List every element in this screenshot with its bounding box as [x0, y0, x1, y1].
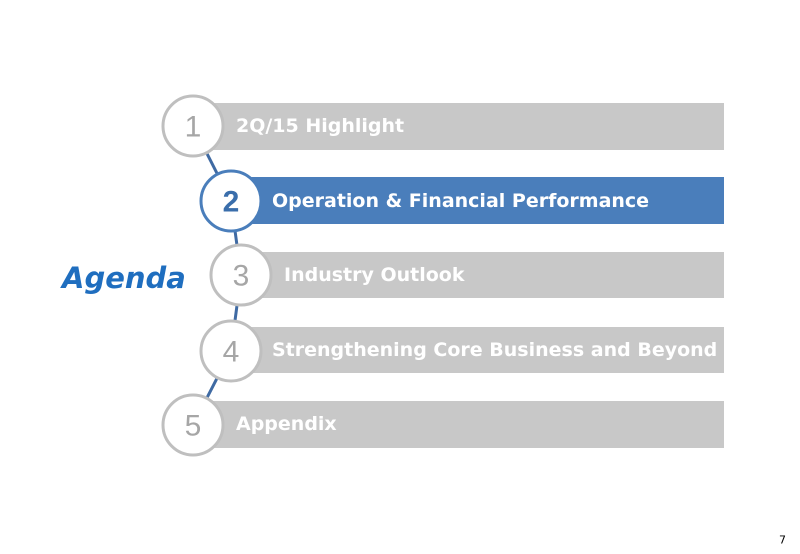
item-label: Industry Outlook — [284, 264, 465, 286]
item-bar — [193, 103, 724, 150]
item-label: Operation & Financial Performance — [272, 190, 649, 212]
item-bar — [231, 177, 724, 224]
item-label: 2Q/15 Highlight — [236, 115, 404, 137]
item-circle — [209, 243, 273, 307]
agenda-item: 2 Operation & Financial Performance — [199, 169, 724, 233]
item-number: 4 — [223, 336, 240, 369]
agenda-item: 5 Appendix — [161, 393, 724, 457]
item-number: 2 — [223, 186, 240, 219]
agenda-item: 4 Strengthening Core Business and Beyond — [199, 319, 724, 383]
item-label: Appendix — [236, 413, 337, 435]
item-number: 5 — [185, 410, 202, 443]
item-number: 1 — [185, 111, 202, 144]
agenda-item: 3 Industry Outlook — [209, 243, 724, 307]
item-number: 3 — [233, 260, 250, 293]
item-circle — [199, 319, 263, 383]
item-bar — [241, 252, 724, 298]
item-circle — [161, 393, 225, 457]
page-number: 7 — [779, 534, 786, 547]
agenda-item: 1 2Q/15 Highlight — [161, 94, 724, 158]
item-circle — [161, 94, 225, 158]
item-circle — [199, 169, 263, 233]
item-label: Strengthening Core Business and Beyond — [272, 339, 717, 361]
item-bar — [193, 401, 724, 448]
item-bar — [231, 327, 724, 373]
slide-title: Agenda — [60, 261, 186, 295]
